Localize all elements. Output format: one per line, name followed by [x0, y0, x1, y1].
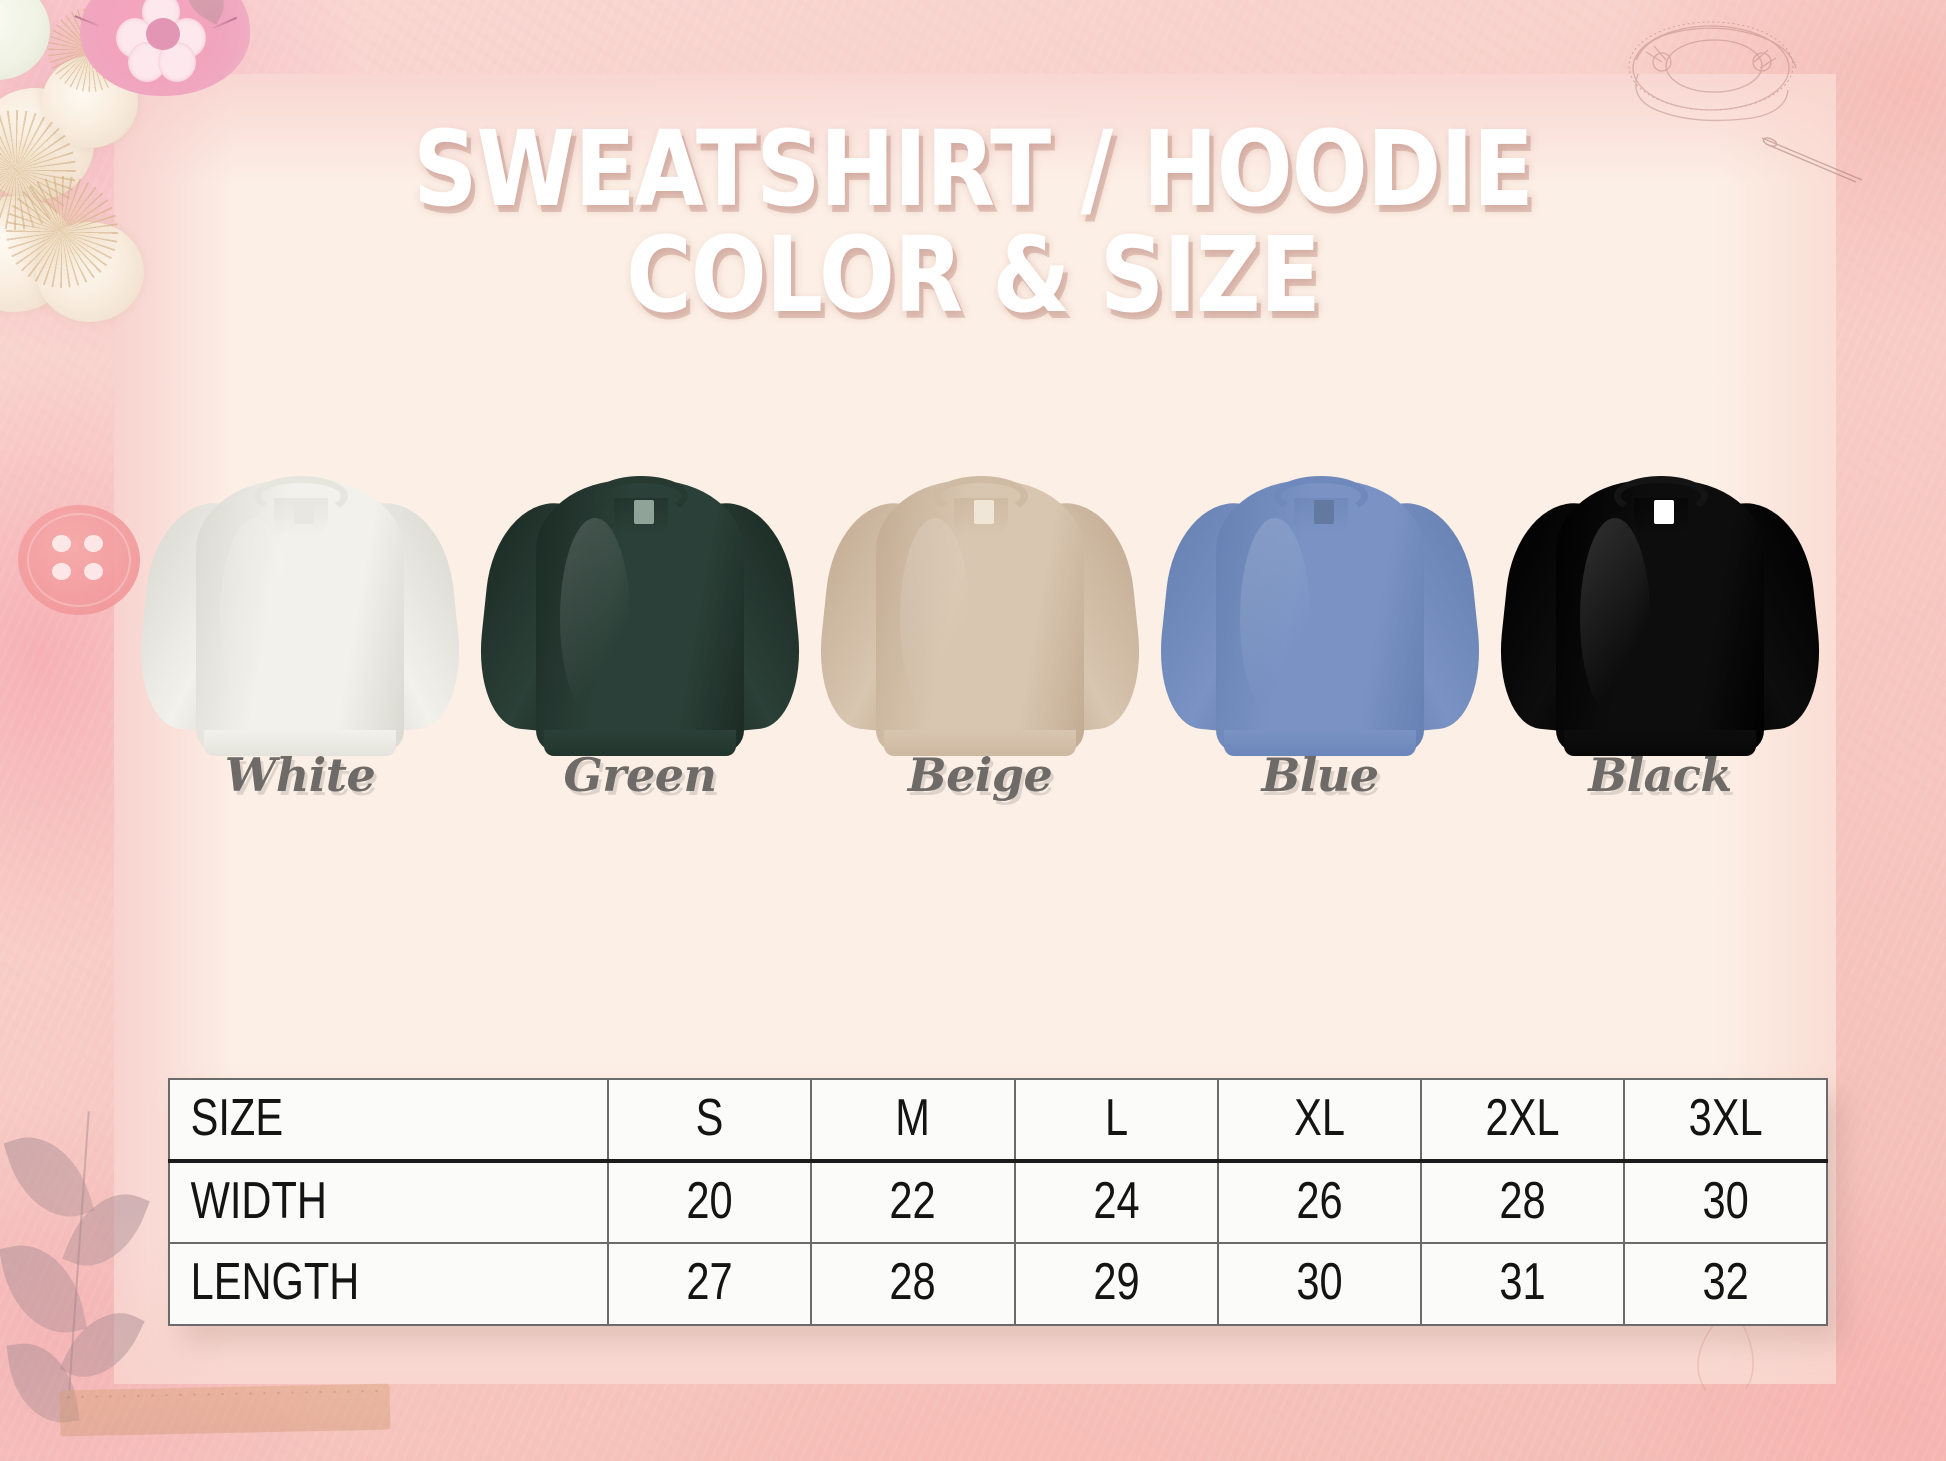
size-chart-table: SIZE S M L XL 2XL 3XL WIDTH 20 22 24 26 28 30 LENGTH 27… — [168, 1078, 1828, 1326]
product-swatch[interactable]: White — [132, 448, 468, 802]
sweatshirt-hem — [1224, 730, 1416, 756]
neck-label-tag — [634, 500, 654, 524]
sweatshirt-hem — [544, 730, 736, 756]
table-cell: 30 — [1237, 1242, 1402, 1326]
table-row-header: LENGTH — [168, 1242, 522, 1326]
neck-label-tag — [1314, 500, 1334, 524]
color-label: Blue — [1261, 748, 1379, 802]
leaf-sprig-icon — [0, 1091, 170, 1429]
neck-label-tag — [974, 500, 994, 524]
color-label: Beige — [907, 748, 1053, 802]
sewing-button-icon — [18, 505, 140, 615]
product-swatch[interactable]: Beige — [812, 448, 1148, 802]
sweatshirt-icon — [1492, 458, 1828, 758]
table-row: SIZE S M L XL 2XL 3XL — [168, 1078, 1827, 1163]
table-column-header: XL — [1237, 1078, 1402, 1163]
sweatshirt-collar — [934, 476, 1028, 516]
table-cell: 28 — [830, 1242, 996, 1326]
neck-label-tag — [294, 500, 314, 524]
table-cell: 30 — [1643, 1160, 1808, 1244]
product-swatch[interactable]: Blue — [1152, 448, 1488, 802]
color-label: Black — [1588, 748, 1732, 802]
color-label: Green — [563, 748, 718, 802]
floral-cluster-icon — [0, 0, 370, 360]
table-column-header: M — [830, 1078, 996, 1163]
table-row-header: WIDTH — [168, 1160, 522, 1244]
table-cell: 28 — [1440, 1160, 1605, 1244]
table-cell: 26 — [1237, 1160, 1402, 1244]
sweatshirt-body — [196, 480, 404, 752]
sweatshirt-hem — [884, 730, 1076, 756]
product-swatch[interactable]: Green — [472, 448, 808, 802]
wooden-ruler-icon — [59, 1383, 391, 1437]
sweatshirt-body — [1556, 480, 1764, 752]
sewing-tool-sketch-icon — [1628, 21, 1797, 122]
sweatshirt-icon — [472, 458, 808, 758]
sweatshirt-collar — [254, 476, 348, 516]
table-cell: 29 — [1034, 1242, 1199, 1326]
table-cell: 32 — [1643, 1242, 1808, 1326]
sweatshirt-body — [1216, 480, 1424, 752]
table-cell: 22 — [830, 1160, 996, 1244]
table-column-header: 3XL — [1643, 1078, 1808, 1163]
sweatshirt-hem — [1564, 730, 1756, 756]
table-cell: 27 — [627, 1242, 792, 1326]
table-row: LENGTH 27 28 29 30 31 32 — [168, 1242, 1827, 1326]
product-color-row: White Green Beige Blue Black — [132, 448, 1828, 808]
needle-sketch-icon — [1761, 137, 1863, 183]
table-column-header: 2XL — [1440, 1078, 1605, 1163]
cherry-blossom-icon — [74, 0, 250, 96]
table-row-header: SIZE — [168, 1078, 522, 1163]
table-cell: 31 — [1440, 1242, 1605, 1326]
table-column-header: S — [627, 1078, 792, 1163]
table-cell: 24 — [1034, 1160, 1199, 1244]
sweatshirt-icon — [812, 458, 1148, 758]
sweatshirt-hem — [204, 730, 396, 756]
sweatshirt-collar — [594, 476, 688, 516]
color-label: White — [224, 748, 376, 802]
product-swatch[interactable]: Black — [1492, 448, 1828, 802]
sweatshirt-body — [876, 480, 1084, 752]
sweatshirt-icon — [132, 458, 468, 758]
sweatshirt-icon — [1152, 458, 1488, 758]
table-row: WIDTH 20 22 24 26 28 30 — [168, 1160, 1827, 1244]
sweatshirt-body — [536, 480, 744, 752]
table-cell: 20 — [627, 1160, 792, 1244]
neck-label-tag — [1654, 500, 1674, 524]
sweatshirt-collar — [1614, 476, 1708, 516]
sweatshirt-collar — [1274, 476, 1368, 516]
table-column-header: L — [1034, 1078, 1199, 1163]
